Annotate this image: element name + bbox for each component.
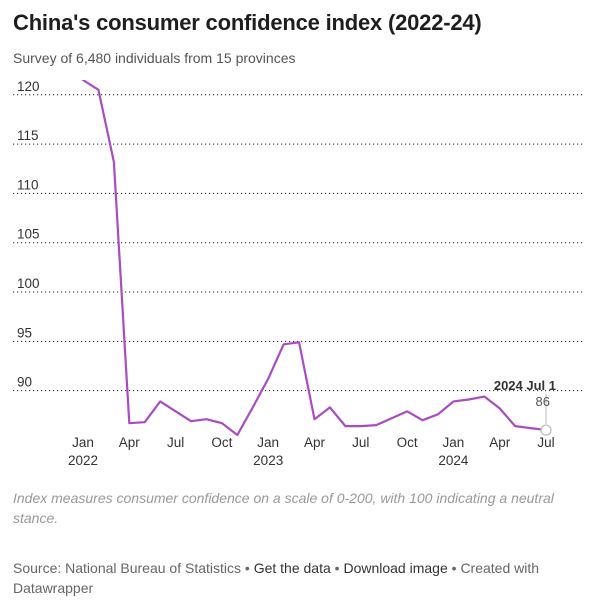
x-tick-label: Jan — [72, 435, 94, 450]
x-tick-label: Apr — [489, 435, 511, 450]
x-tick-label: Jan — [443, 435, 465, 450]
chart-subtitle: Survey of 6,480 individuals from 15 prov… — [13, 50, 296, 66]
get-data-link[interactable]: Get the data — [253, 560, 331, 576]
y-tick-label: 95 — [17, 325, 32, 340]
y-tick-label: 120 — [17, 80, 40, 94]
footer-separator: • — [447, 560, 461, 576]
x-tick-label: Jul — [352, 435, 369, 450]
created-with-text: Created with — [460, 560, 540, 576]
x-tick-year-label: 2022 — [68, 453, 98, 468]
x-tick-label: Apr — [304, 435, 326, 450]
x-tick-label: Apr — [119, 435, 141, 450]
annotation-label: 2024 Jul 1 — [494, 378, 556, 393]
y-tick-label: 115 — [17, 128, 39, 143]
chart-note: Index measures consumer confidence on a … — [13, 490, 554, 526]
grid-lines — [13, 94, 584, 392]
highlight-point — [540, 424, 552, 436]
footer-separator: • — [330, 560, 344, 576]
y-tick-label: 110 — [17, 177, 39, 192]
datawrapper-link[interactable]: Datawrapper — [13, 580, 94, 596]
y-tick-label: 105 — [17, 227, 40, 242]
y-axis-ticks: 90 95 100 105 110 115 120 — [17, 80, 40, 390]
x-tick-label: Oct — [211, 435, 232, 450]
x-axis-ticks: Jan 2022 Apr Jul Oct Jan 2023 Apr Jul Oct Jan 2024 A… — [68, 435, 555, 468]
footer: Source: National Bureau of Statistics • … — [13, 558, 573, 598]
x-tick-year-label: 2023 — [253, 453, 283, 468]
download-image-link[interactable]: Download image — [343, 560, 448, 576]
annotation: 2024 Jul 186 — [494, 378, 556, 436]
x-tick-label: Jul — [537, 435, 554, 450]
chart-title: China's consumer confidence index (2022-… — [13, 10, 482, 35]
x-tick-label: Oct — [397, 435, 418, 450]
annotation-value: 86 — [536, 394, 550, 409]
series-line — [81, 80, 548, 437]
y-tick-label: 100 — [17, 276, 40, 291]
y-tick-label: 90 — [17, 375, 32, 390]
x-tick-label: Jan — [257, 435, 279, 450]
x-tick-label: Jul — [167, 435, 184, 450]
footer-separator: • — [241, 560, 254, 576]
line-chart: 90 95 100 105 110 115 120 Jan 2022 Apr Jul Oct Jan 2… — [13, 80, 584, 468]
x-tick-year-label: 2024 — [438, 453, 469, 468]
source-text: Source: National Bureau of Statistics — [13, 560, 242, 576]
